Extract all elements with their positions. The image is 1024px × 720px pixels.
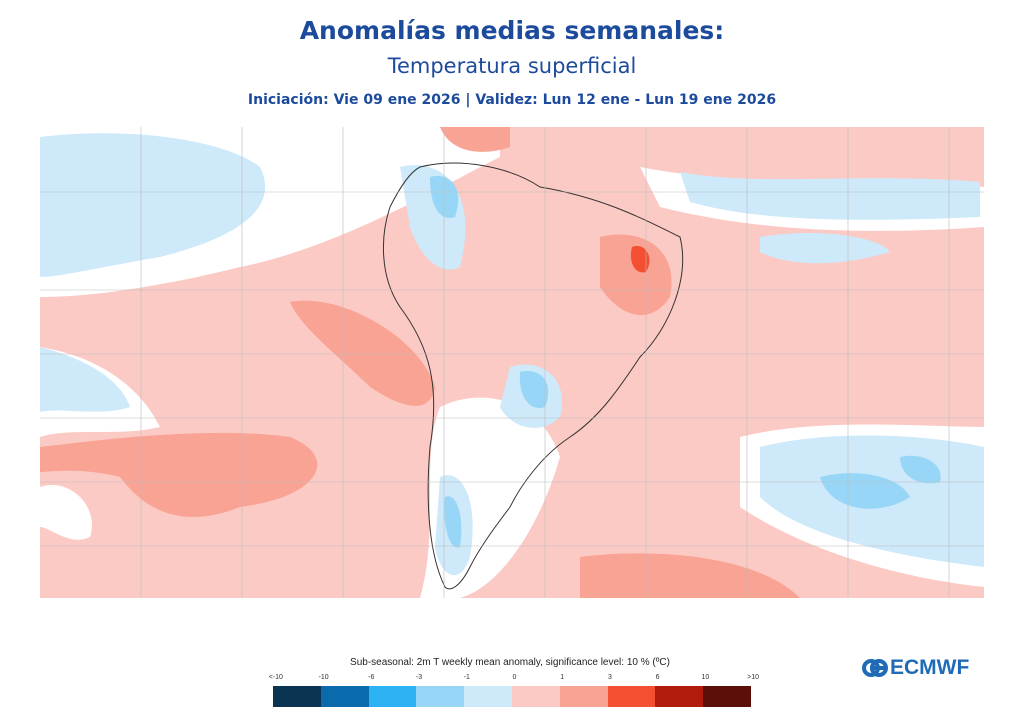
legend-color-swatch: [703, 686, 751, 707]
legend-color-swatch: [464, 686, 512, 707]
legend-color-swatch: [273, 686, 321, 707]
ecmwf-logo: ECMWF: [862, 656, 969, 680]
legend-tick: <-10: [268, 674, 283, 681]
red-area: [630, 246, 650, 273]
legend-ticks: <-10 -10 -6 -3 -1 0 1 3 6 10 >10: [266, 674, 760, 684]
south-america-outline: [383, 162, 684, 590]
legend-tick: 6: [655, 674, 660, 681]
page-title: Anomalías medias semanales:: [299, 16, 725, 45]
ecmwf-logo-icon: [862, 659, 888, 677]
salmon-areas: [40, 127, 800, 598]
legend-tick: 0: [512, 674, 517, 681]
legend-tick: 3: [607, 674, 612, 681]
grid-lines: [40, 127, 984, 598]
legend-color-swatch: [511, 686, 560, 707]
page-subtitle: Temperatura superficial: [387, 54, 637, 78]
legend-tick: 1: [560, 674, 565, 681]
legend-color-swatch: [368, 686, 417, 707]
legend-color-swatch: [607, 686, 656, 707]
legend-color-swatch: [320, 686, 369, 707]
legend-tick: -3: [415, 674, 423, 681]
legend-tick: -6: [368, 674, 375, 681]
legend-title: Sub-seasonal: 2m T weekly mean anomaly, …: [350, 657, 670, 668]
legend-tick: >10: [747, 674, 760, 681]
date-range: Iniciación: Vie 09 ene 2026 | Validez: L…: [247, 92, 777, 108]
legend-tick: -10: [318, 674, 329, 681]
legend-color-swatch: [559, 686, 608, 707]
legend-color-swatch: [655, 686, 704, 707]
legend-tick: 10: [701, 674, 710, 681]
ecmwf-logo-text: ECMWF: [890, 656, 970, 679]
legend-color-bar: [273, 686, 751, 707]
legend-tick: -1: [463, 674, 470, 681]
legend-color-swatch: [416, 686, 465, 707]
anomaly-map: [40, 127, 984, 598]
